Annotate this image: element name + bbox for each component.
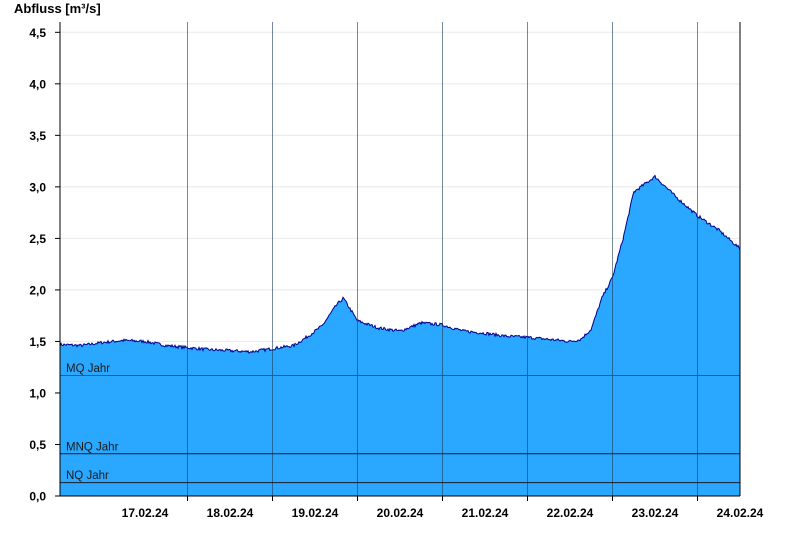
y-tick-label: 3,0: [29, 180, 46, 194]
x-tick-label: 19.02.24: [292, 506, 339, 520]
y-axis-title: Abfluss [m³/s]: [14, 1, 101, 16]
reference-line-label: MQ Jahr: [66, 363, 110, 375]
x-tick-label: 22.02.24: [547, 506, 594, 520]
reference-line-label: MNQ Jahr: [66, 441, 119, 453]
x-tick-label: 17.02.24: [122, 506, 169, 520]
y-tick-label: 4,0: [29, 77, 46, 91]
y-tick-label: 1,0: [29, 386, 46, 400]
y-tick-label: 3,5: [29, 129, 46, 143]
discharge-area: [59, 174, 741, 496]
y-tick-label: 1,5: [29, 335, 46, 349]
discharge-line: [59, 174, 741, 354]
x-tick-label: 20.02.24: [377, 506, 424, 520]
y-ticks: 0,0 0,5 1,0 1,5 2,0 2,5 3,0 3,5 4,0 4,5: [29, 26, 60, 504]
reference-line-label: NQ Jahr: [66, 470, 109, 482]
x-ticks: 17.02.24 18.02.24 19.02.24 20.02.24 21.02.24…: [122, 496, 764, 520]
x-tick-label: 21.02.24: [462, 506, 509, 520]
axes: [59, 22, 741, 497]
day-lines: [187, 22, 698, 496]
x-tick-label: 24.02.24: [717, 506, 764, 520]
reference-lines: MQ Jahr MNQ Jahr NQ Jahr: [60, 363, 740, 484]
y-tick-label: 0,0: [29, 490, 46, 504]
y-tick-label: 4,5: [29, 26, 46, 40]
discharge-fill: [60, 175, 740, 496]
y-tick-label: 0,5: [29, 438, 46, 452]
x-tick-label: 23.02.24: [632, 506, 679, 520]
y-tick-label: 2,0: [29, 283, 46, 297]
x-tick-label: 18.02.24: [207, 506, 254, 520]
y-tick-label: 2,5: [29, 232, 46, 246]
